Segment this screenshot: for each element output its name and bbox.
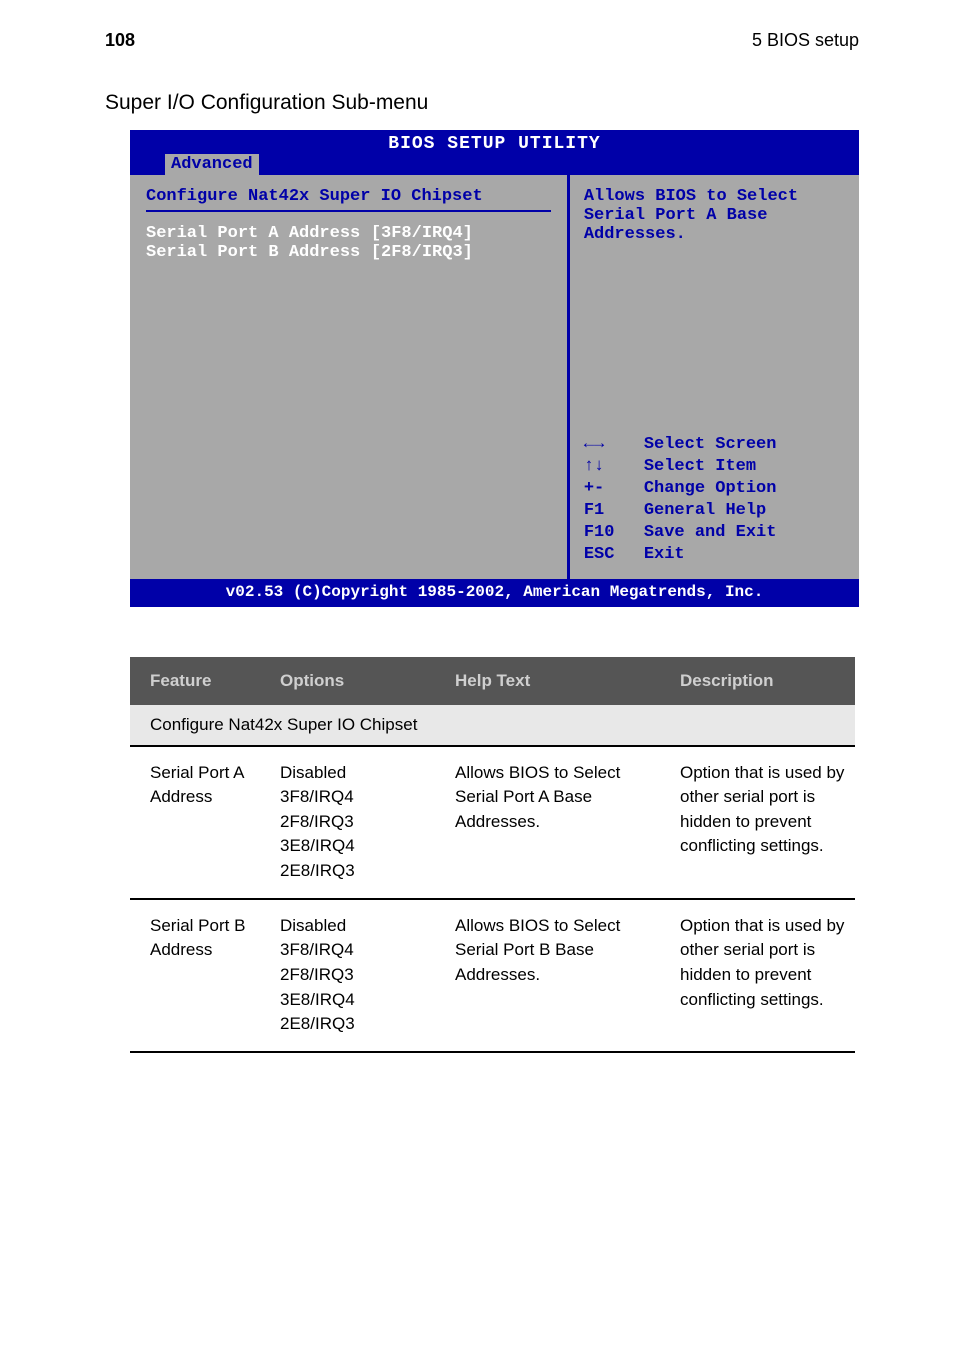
th-help: Help Text [445, 657, 670, 705]
nav-row: F1 General Help [584, 500, 845, 522]
th-feature: Feature [130, 657, 270, 705]
bios-tab-row: Advanced [130, 154, 859, 175]
cell-help: Allows BIOS to Select Serial Port B Base… [445, 899, 670, 1052]
table-subheader: Configure Nat42x Super IO Chipset [130, 705, 855, 746]
cell-feature: Serial Port A Address [130, 746, 270, 899]
bios-body: Configure Nat42x Super IO Chipset Serial… [130, 175, 859, 579]
bios-section-title: Configure Nat42x Super IO Chipset [146, 187, 551, 206]
nav-desc: Change Option [644, 478, 777, 500]
nav-row: ↑↓ Select Item [584, 456, 845, 478]
bios-title: BIOS SETUP UTILITY [130, 130, 859, 154]
nav-row: +- Change Option [584, 478, 845, 500]
bios-tab-advanced: Advanced [165, 154, 259, 175]
cell-feature: Serial Port B Address [130, 899, 270, 1052]
nav-desc: Select Item [644, 456, 756, 478]
bios-row-label: Serial Port B Address [146, 243, 371, 262]
page-number: 108 [105, 30, 135, 51]
bios-row-value: [2F8/IRQ3] [371, 243, 551, 262]
cell-help: Allows BIOS to Select Serial Port A Base… [445, 746, 670, 899]
bios-config-row: Serial Port A Address [3F8/IRQ4] [146, 224, 551, 243]
nav-key: ←→ [584, 434, 644, 456]
feature-table: Feature Options Help Text Description Co… [130, 657, 855, 1053]
nav-row: ←→ Select Screen [584, 434, 845, 456]
nav-key: ESC [584, 544, 644, 566]
th-options: Options [270, 657, 445, 705]
table-row: Serial Port B Address Disabled 3F8/IRQ4 … [130, 899, 855, 1052]
cell-options: Disabled 3F8/IRQ4 2F8/IRQ3 3E8/IRQ4 2E8/… [270, 746, 445, 899]
cell-desc: Option that is used by other serial port… [670, 746, 855, 899]
bios-config-row: Serial Port B Address [2F8/IRQ3] [146, 243, 551, 262]
bios-nav-help: ←→ Select Screen ↑↓ Select Item +- Chang… [584, 434, 845, 567]
bios-left-panel: Configure Nat42x Super IO Chipset Serial… [130, 175, 567, 579]
table-row: Serial Port A Address Disabled 3F8/IRQ4 … [130, 746, 855, 899]
bios-footer: v02.53 (C)Copyright 1985-2002, American … [130, 579, 859, 607]
nav-desc: Select Screen [644, 434, 777, 456]
nav-row: F10 Save and Exit [584, 522, 845, 544]
nav-desc: Exit [644, 544, 685, 566]
nav-key: +- [584, 478, 644, 500]
chapter-title: 5 BIOS setup [752, 30, 859, 51]
nav-key: ↑↓ [584, 456, 644, 478]
nav-key: F10 [584, 522, 644, 544]
cell-desc: Option that is used by other serial port… [670, 899, 855, 1052]
nav-row: ESC Exit [584, 544, 845, 566]
bios-divider [146, 210, 551, 212]
bios-right-panel: Allows BIOS to Select Serial Port A Base… [567, 175, 859, 579]
nav-desc: Save and Exit [644, 522, 777, 544]
section-heading: Super I/O Configuration Sub-menu [0, 61, 954, 130]
table-subheader-row: Configure Nat42x Super IO Chipset [130, 705, 855, 746]
nav-key: F1 [584, 500, 644, 522]
th-description: Description [670, 657, 855, 705]
page-header: 108 5 BIOS setup [0, 0, 954, 61]
bios-row-value: [3F8/IRQ4] [371, 224, 551, 243]
bios-screenshot: BIOS SETUP UTILITY Advanced Configure Na… [130, 130, 859, 607]
nav-desc: General Help [644, 500, 766, 522]
bios-help-text: Allows BIOS to Select Serial Port A Base… [584, 187, 845, 244]
table-header-row: Feature Options Help Text Description [130, 657, 855, 705]
cell-options: Disabled 3F8/IRQ4 2F8/IRQ3 3E8/IRQ4 2E8/… [270, 899, 445, 1052]
bios-row-label: Serial Port A Address [146, 224, 371, 243]
